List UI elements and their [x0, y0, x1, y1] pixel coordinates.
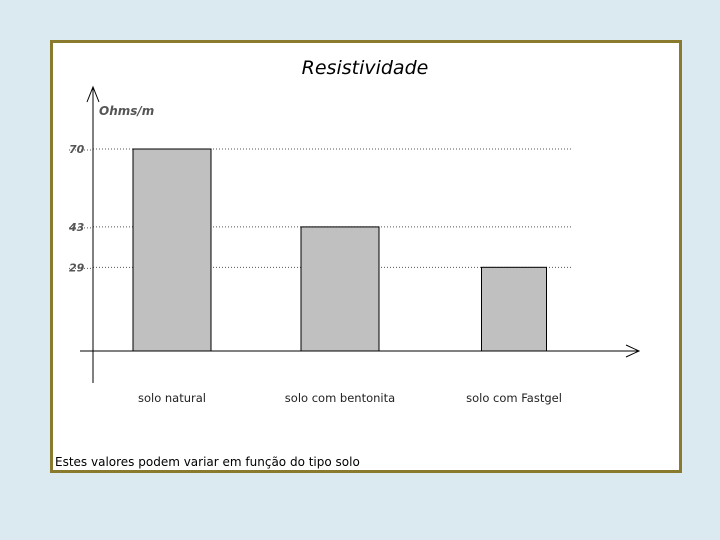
- bar: [132, 148, 212, 352]
- bar-chart: Resistividade Ohms/m 70 43 29 solo natural…: [55, 57, 641, 469]
- x-category-labels: solo natural solo com bentonita solo com F…: [138, 391, 562, 405]
- y-tick-label: 43: [68, 221, 85, 234]
- bar: [481, 266, 547, 352]
- gridlines: [69, 148, 571, 269]
- bars: [132, 148, 547, 352]
- x-axis-arrow: [625, 344, 641, 358]
- axes: [80, 85, 641, 383]
- chart-title: Resistividade: [302, 57, 429, 79]
- bar: [300, 226, 380, 352]
- chart-frame: Resistividade Ohms/m 70 43 29 solo natural…: [50, 40, 682, 473]
- category-label: solo com bentonita: [285, 391, 395, 405]
- category-label: solo com Fastgel: [466, 391, 562, 405]
- y-tick-labels: 70 43 29: [68, 143, 85, 274]
- y-axis-arrow: [86, 85, 100, 103]
- y-tick-label: 29: [69, 261, 85, 274]
- category-label: solo natural: [138, 391, 206, 405]
- y-tick-label: 70: [69, 143, 85, 156]
- y-axis-label: Ohms/m: [99, 104, 154, 118]
- footnote: Estes valores podem variar em função do …: [55, 455, 360, 469]
